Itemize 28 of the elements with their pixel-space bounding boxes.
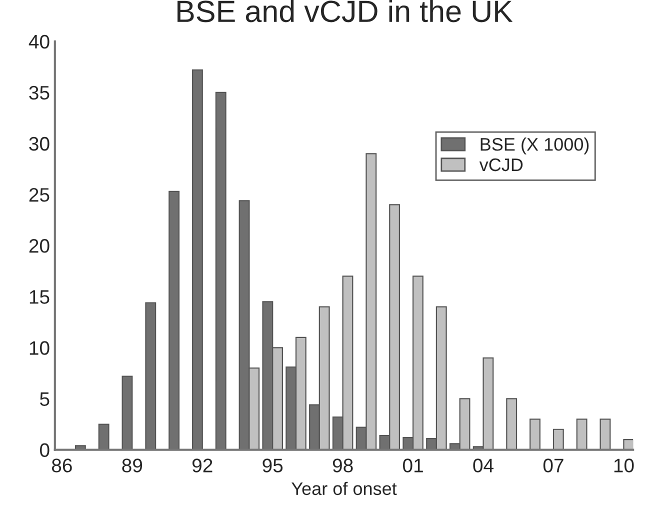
y-tick-label: 10 xyxy=(30,341,50,355)
x-tick-label: 89 xyxy=(122,458,142,472)
x-tick-label: 92 xyxy=(192,458,212,472)
y-tick-label: 30 xyxy=(29,136,50,151)
x-tick-label: 98 xyxy=(332,458,353,472)
x-tick-label: 86 xyxy=(52,458,72,472)
chart-title: BSE and vCJD in the UK xyxy=(178,0,513,22)
bar xyxy=(623,439,634,450)
y-tick-label: 5 xyxy=(40,392,50,406)
x-axis-title: Year of onset xyxy=(292,482,397,496)
bar xyxy=(552,428,564,450)
y-tick-label: 0 xyxy=(40,443,50,458)
x-tick-label: 01 xyxy=(402,458,423,472)
x-tick-label: 07 xyxy=(543,458,564,472)
y-tick-label: 35 xyxy=(29,86,50,100)
bar xyxy=(530,418,540,450)
y-tick-label: 40 xyxy=(28,34,50,49)
x-tick-label: 95 xyxy=(262,458,283,472)
y-tick-label: 15 xyxy=(30,290,50,304)
bar xyxy=(506,398,518,450)
legend-label: BSE (X 1000) xyxy=(480,137,589,154)
x-tick-label: 04 xyxy=(473,458,494,472)
bar xyxy=(576,418,588,450)
legend-label: vCJD xyxy=(479,158,523,172)
bar xyxy=(600,418,611,450)
y-tick-label: 20 xyxy=(29,239,50,253)
x-tick-label: 10 xyxy=(614,458,634,472)
y-tick-label: 25 xyxy=(29,188,50,202)
